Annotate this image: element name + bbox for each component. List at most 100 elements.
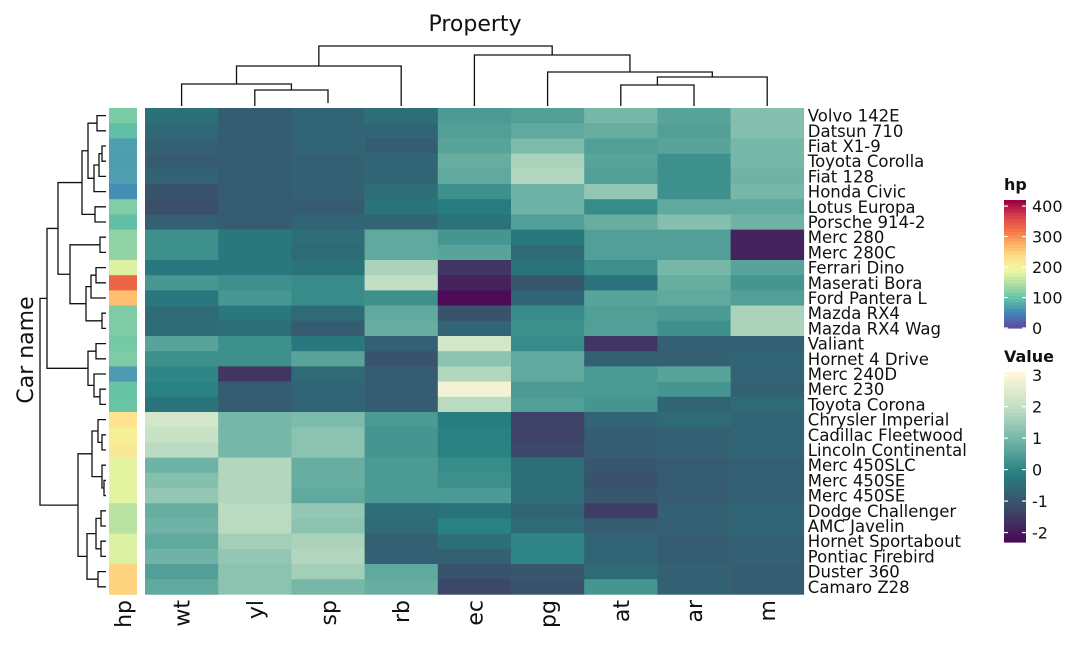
heatmap-cell	[364, 366, 439, 382]
hp-cell	[109, 366, 137, 382]
legend-value-gradient-step	[1004, 419, 1026, 424]
heatmap-cell	[584, 518, 658, 534]
heatmap-cell	[437, 427, 512, 443]
heatmap-cells	[145, 108, 805, 595]
heatmap-cell	[364, 123, 439, 139]
heatmap-cell	[437, 108, 512, 124]
row-label: Toyota Corolla	[807, 152, 924, 171]
heatmap-cell	[218, 184, 292, 200]
heatmap-cell	[657, 442, 731, 458]
heatmap-cell	[730, 564, 805, 580]
hp-cell	[109, 199, 137, 215]
heatmap-cell	[657, 336, 731, 352]
heatmap-cell	[584, 168, 658, 185]
heatmap-cell	[437, 138, 512, 154]
legend-value-gradient-step	[1004, 508, 1026, 512]
legend-value-gradient-step	[1004, 426, 1026, 431]
heatmap-cell	[437, 503, 512, 519]
heatmap-cell	[511, 442, 585, 458]
hp-cell	[109, 396, 137, 413]
column-label: pg	[537, 600, 562, 628]
heatmap-cell	[511, 579, 585, 595]
heatmap-cell	[218, 548, 292, 565]
hp-cell	[109, 472, 137, 489]
heatmap-cell	[657, 427, 731, 443]
hp-cell	[109, 275, 137, 291]
heatmap-cell	[437, 244, 512, 261]
legend-hp-gradient-step	[1004, 222, 1026, 227]
legend-value-gradient-step	[1004, 382, 1026, 387]
heatmap-cell	[584, 442, 658, 458]
heatmap-cell	[511, 320, 585, 337]
heatmap-cell	[364, 412, 439, 428]
heatmap-cell	[657, 351, 731, 367]
heatmap-cell	[291, 457, 365, 474]
heatmap-cell	[657, 290, 731, 306]
heatmap-cell	[437, 533, 512, 550]
heatmap-cell	[437, 123, 512, 139]
legend-hp-gradient-step	[1004, 308, 1026, 313]
legend-value-gradient-step	[1004, 487, 1026, 492]
heatmap-cell	[437, 320, 512, 337]
column-dendrogram	[180, 45, 768, 106]
heatmap-cell	[364, 244, 439, 261]
legend-value-tick-label: -1	[1032, 492, 1048, 511]
heatmap-cell	[145, 457, 219, 474]
heatmap-cell	[145, 168, 219, 185]
column-label: sp	[317, 600, 342, 625]
legend-value-gradient-step	[1004, 389, 1026, 393]
heatmap-cell	[730, 320, 805, 337]
hp-cell	[109, 138, 137, 154]
column-label: m	[756, 600, 781, 621]
heatmap-cell	[218, 472, 292, 489]
legend-hp-gradient-step	[1004, 228, 1026, 233]
row-label: Fiat 128	[808, 167, 874, 186]
heatmap-cell	[511, 564, 585, 580]
legend-hp-gradient-step	[1004, 232, 1026, 236]
heatmap-cell	[364, 290, 439, 306]
legend-hp-gradient-step	[1004, 286, 1026, 291]
heatmap-cell	[291, 138, 365, 154]
heatmap-cell	[291, 214, 365, 230]
column-labels: hp wt yl sp rb ec pg at ar m	[112, 599, 781, 628]
heatmap-cell	[730, 275, 805, 291]
heatmap-cell	[145, 108, 219, 124]
heatmap-cell	[511, 229, 585, 246]
dendrogram-link	[620, 84, 695, 106]
heatmap-cell	[218, 579, 292, 595]
row-label: Merc 450SE	[808, 471, 906, 490]
heatmap-cell	[730, 366, 805, 382]
hp-cell	[109, 229, 137, 246]
heatmap-cell	[291, 412, 365, 428]
legend-hp-gradient-step	[1004, 324, 1026, 329]
row-label: Mazda RX4 Wag	[808, 319, 941, 338]
legend-hp-gradient-step	[1004, 312, 1026, 316]
legend-hp-gradient-step	[1004, 225, 1026, 230]
legend-value-gradient-step	[1004, 480, 1026, 485]
heatmap-cell	[584, 548, 658, 565]
legend-title-value: Value	[1004, 347, 1054, 366]
legend-hp-gradient-step	[1004, 209, 1026, 214]
heatmap-cell	[145, 564, 219, 580]
row-label: Merc 280	[808, 228, 885, 247]
hp-cell	[109, 533, 137, 550]
dendrogram-link	[235, 65, 402, 106]
heatmap-cell	[657, 138, 731, 154]
heatmap-cell	[437, 168, 512, 185]
heatmap-cell	[145, 153, 219, 170]
heatmap-cell	[218, 214, 292, 230]
legend-value-tick-label: 2	[1032, 398, 1042, 417]
legend-value-gradient-step	[1004, 484, 1026, 489]
heatmap-cell	[584, 138, 658, 154]
heatmap-cell	[657, 229, 731, 246]
heatmap-cell	[657, 381, 731, 398]
heatmap-cell	[218, 533, 292, 550]
heatmap-cell	[730, 533, 805, 550]
heatmap-cell	[437, 290, 512, 306]
heatmap-cell	[511, 457, 585, 474]
hp-cell	[109, 214, 137, 230]
dendrogram-link	[91, 430, 102, 478]
heatmap-cell	[657, 153, 731, 170]
heatmap-cell	[730, 168, 805, 185]
legend-hp-gradient-step	[1004, 248, 1026, 252]
